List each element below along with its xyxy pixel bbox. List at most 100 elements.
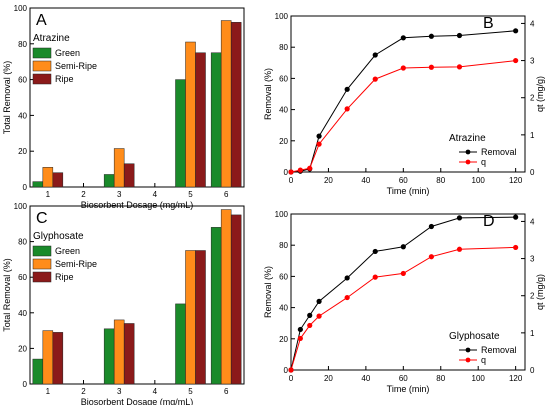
bar-semi-ripe — [220, 209, 232, 385]
x-tick-label: 3 — [117, 190, 122, 199]
y-axis-label: Removal (%) — [263, 68, 273, 120]
data-point-q — [288, 367, 294, 373]
y-tick-label: 0 — [23, 183, 28, 192]
bar-ripe — [230, 214, 242, 385]
x-tick-label: 6 — [224, 190, 229, 199]
bar-green — [103, 328, 115, 385]
data-point-q — [428, 64, 434, 70]
plot-frame — [29, 7, 245, 188]
data-point-q — [456, 246, 463, 252]
y-tick-label: 60 — [279, 272, 288, 281]
series-line-removal — [290, 216, 516, 371]
legend-label: Removal — [481, 147, 517, 157]
data-point-removal — [297, 326, 303, 333]
compound-name: Glyphosate — [33, 231, 84, 242]
data-point-removal — [307, 312, 313, 318]
y-tick-label: 100 — [275, 12, 289, 21]
y-tick-label: 80 — [279, 43, 288, 52]
data-point-q — [316, 141, 322, 147]
bar-green — [32, 181, 44, 188]
y2-tick-label: 0 — [530, 168, 535, 177]
x-axis-label: Time (min) — [387, 384, 430, 394]
y-tick-label: 80 — [18, 238, 27, 247]
data-point-removal — [428, 223, 434, 230]
x-tick-label: 20 — [324, 176, 333, 185]
data-point-removal — [400, 35, 406, 41]
data-point-removal — [513, 28, 519, 34]
legend-swatch — [32, 245, 52, 257]
data-point-q — [307, 322, 313, 329]
bar-ripe — [195, 250, 206, 385]
y-tick-label: 80 — [18, 40, 27, 49]
data-point-q — [456, 64, 463, 70]
bar-ripe — [195, 52, 206, 188]
y-tick-label: 60 — [18, 76, 27, 85]
x-tick-label: 4 — [153, 190, 158, 199]
series-line-q — [290, 246, 516, 371]
legend-swatch — [32, 73, 52, 85]
y-tick-label: 40 — [279, 106, 288, 115]
data-point-q — [428, 254, 434, 260]
data-point-removal — [513, 214, 519, 220]
legend-label: Green — [55, 48, 80, 58]
y-tick-label: 0 — [284, 168, 289, 177]
data-point-q — [372, 76, 378, 82]
y2-tick-label: 2 — [530, 292, 535, 301]
x-tick-label: 1 — [46, 190, 51, 199]
compound-name: Atrazine — [449, 133, 486, 144]
x-tick-label: 2 — [81, 387, 86, 396]
y-axis-label: Total Removal (%) — [2, 61, 12, 135]
bar-green — [210, 227, 222, 385]
y-tick-label: 100 — [14, 4, 28, 13]
bar-semi-ripe — [113, 148, 125, 188]
x-axis-label: Biosorbent Dosage (mg/mL) — [81, 200, 194, 210]
data-point-removal — [316, 298, 322, 304]
x-tick-label: 120 — [509, 176, 523, 185]
legend-swatch — [32, 60, 52, 72]
bar-green — [175, 79, 186, 188]
y2-tick-label: 3 — [530, 255, 535, 264]
y2-tick-label: 4 — [530, 19, 535, 28]
bar-semi-ripe — [42, 167, 54, 188]
legend-swatch — [32, 258, 52, 270]
data-point-q — [297, 335, 303, 342]
plot-frame — [29, 205, 245, 385]
bar-semi-ripe — [220, 20, 232, 188]
legend-swatch — [32, 271, 52, 283]
bar-green — [32, 358, 44, 385]
y-tick-label: 40 — [18, 111, 27, 120]
legend-marker — [465, 149, 471, 155]
bar-green — [210, 52, 222, 188]
bar-semi-ripe — [185, 250, 196, 385]
y-tick-label: 20 — [18, 344, 27, 353]
y-tick-label: 20 — [279, 137, 288, 146]
x-tick-label: 80 — [436, 374, 445, 383]
panel-letter: C — [36, 210, 48, 227]
y2-tick-label: 4 — [530, 217, 535, 226]
data-point-q — [372, 274, 378, 280]
data-point-removal — [344, 275, 350, 281]
data-point-removal — [344, 86, 350, 92]
data-point-q — [513, 57, 519, 64]
bar-ripe — [230, 22, 242, 188]
x-tick-label: 2 — [81, 190, 86, 199]
legend-label: q — [481, 157, 486, 167]
data-point-q — [400, 65, 406, 71]
y-tick-label: 80 — [279, 241, 288, 250]
x-tick-label: 1 — [46, 387, 51, 396]
y-tick-label: 20 — [279, 335, 288, 344]
data-point-removal — [316, 133, 322, 139]
y-tick-label: 100 — [275, 210, 289, 219]
legend-label: Ripe — [55, 74, 74, 84]
data-point-q — [344, 294, 350, 301]
bar-ripe — [123, 163, 135, 188]
bar-semi-ripe — [42, 330, 54, 385]
x-tick-label: 40 — [361, 374, 370, 383]
x-tick-label: 60 — [399, 374, 408, 383]
legend-marker — [465, 347, 471, 353]
x-tick-label: 5 — [188, 190, 193, 199]
data-point-q — [307, 165, 313, 171]
y-tick-label: 40 — [279, 304, 288, 313]
